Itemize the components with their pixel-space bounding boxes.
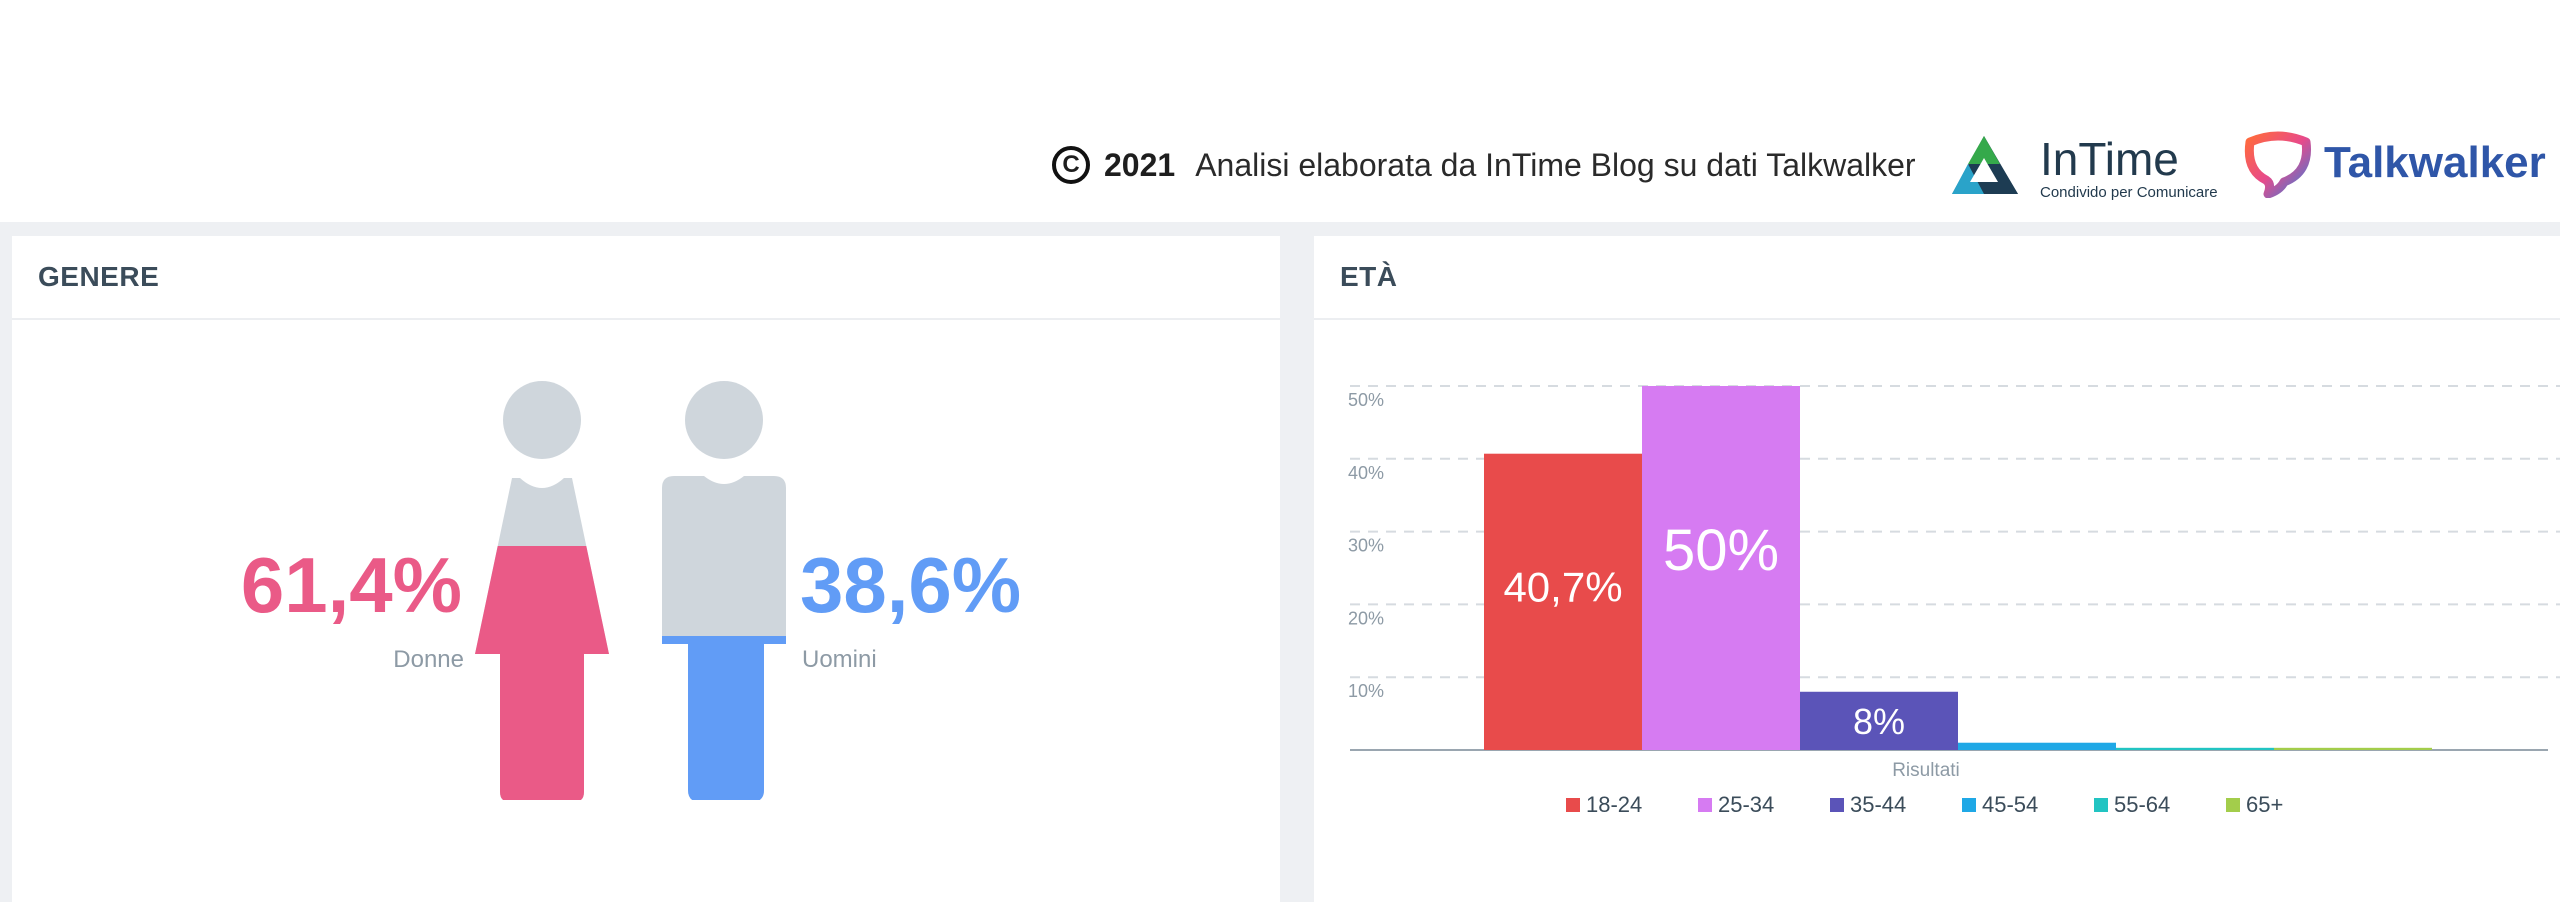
y-tick-label: 40% — [1348, 463, 1384, 483]
male-percentage: 38,6% — [800, 541, 1022, 629]
legend-label: 65+ — [2246, 792, 2283, 817]
gender-panel-title: GENERE — [12, 236, 1280, 320]
legend-swatch-18-24 — [1566, 798, 1580, 812]
credit-line: C 2021 Analisi elaborata da InTime Blog … — [1052, 138, 1916, 192]
man-fill-level — [662, 636, 786, 800]
credit-year: 2021 — [1104, 146, 1176, 183]
legend-swatch-25-34 — [1698, 798, 1712, 812]
male-label: Uomini — [802, 646, 877, 673]
legend-swatch-45-54 — [1962, 798, 1976, 812]
y-tick-label: 50% — [1348, 390, 1384, 410]
female-percentage: 61,4% — [240, 541, 462, 629]
intime-tagline: Condivido per Comunicare — [2040, 184, 2218, 201]
age-panel-title: ETÀ — [1314, 236, 2560, 320]
man-figure-icon — [662, 381, 786, 800]
legend-swatch-65+ — [2226, 798, 2240, 812]
age-bar-chart: 10% 20% 30% 40% 50% 40,7% 50% 8% Risultati 18-24 2… — [1348, 385, 2560, 817]
bar-45-54 — [1958, 742, 2116, 750]
legend-label: 25-34 — [1718, 792, 1774, 817]
bar-55-64 — [2116, 747, 2274, 750]
bar-value-label: 50% — [1663, 518, 1779, 583]
woman-figure-icon — [475, 381, 609, 800]
intime-mark-icon — [1952, 136, 2018, 194]
gender-figures — [475, 381, 786, 800]
woman-fill-level — [475, 546, 609, 800]
intime-name: InTime — [2040, 133, 2179, 185]
bar-35-44 — [1800, 691, 1958, 750]
y-tick-label: 30% — [1348, 536, 1384, 556]
bar-value-label: 8% — [1853, 701, 1905, 742]
bar-18-24 — [1484, 453, 1642, 750]
female-label: Donne — [393, 646, 464, 673]
bar-65+ — [2274, 747, 2432, 750]
x-axis-label: Risultati — [1892, 760, 1960, 781]
y-tick-label: 20% — [1348, 608, 1384, 628]
copyright-icon: C — [1052, 146, 1090, 184]
bar-value-label: 40,7% — [1503, 564, 1622, 611]
header-bar: C 2021 Analisi elaborata da InTime Blog … — [0, 0, 2560, 222]
gender-panel: GENERE 61,4% Donne — [12, 236, 1280, 902]
y-tick-label: 10% — [1348, 681, 1384, 701]
legend-label: 55-64 — [2114, 792, 2170, 817]
talkwalker-logo: Talkwalker — [2240, 128, 2546, 202]
legend-label: 35-44 — [1850, 792, 1906, 817]
legend-swatch-35-44 — [1830, 798, 1844, 812]
legend-label: 18-24 — [1586, 792, 1642, 817]
credit-text: Analisi elaborata da InTime Blog su dati… — [1195, 146, 1916, 183]
intime-logo: InTime Condivido per Comunicare — [1948, 132, 2248, 202]
age-panel: ETÀ 10% 20% 30% 40% 50% 40,7% 50% 8% Risultati 18… — [1314, 236, 2560, 902]
talkwalker-bubble-icon — [2244, 131, 2312, 199]
bar-25-34 — [1642, 386, 1800, 750]
legend-label: 45-54 — [1982, 792, 2038, 817]
legend-swatch-55-64 — [2094, 798, 2108, 812]
talkwalker-name: Talkwalker — [2324, 138, 2546, 187]
